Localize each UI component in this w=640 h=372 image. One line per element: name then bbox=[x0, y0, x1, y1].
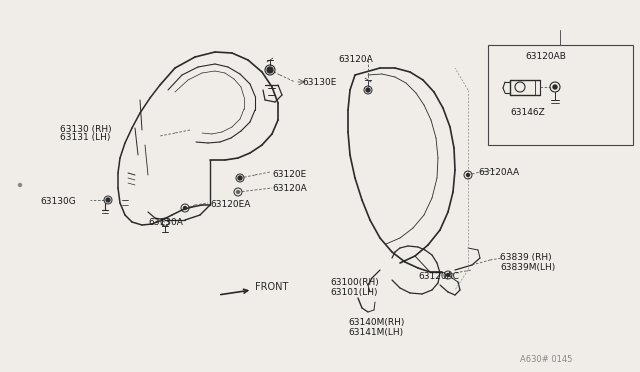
Text: 63839M(LH): 63839M(LH) bbox=[500, 263, 556, 272]
Text: 63120AA: 63120AA bbox=[478, 168, 519, 177]
Text: 63131 (LH): 63131 (LH) bbox=[60, 133, 110, 142]
Text: 63120EA: 63120EA bbox=[210, 200, 250, 209]
Text: A630# 0145: A630# 0145 bbox=[520, 355, 572, 364]
Text: 63839 (RH): 63839 (RH) bbox=[500, 253, 552, 262]
Text: 63101(LH): 63101(LH) bbox=[330, 288, 378, 297]
Circle shape bbox=[447, 273, 449, 276]
Circle shape bbox=[553, 85, 557, 89]
Circle shape bbox=[467, 173, 470, 176]
Circle shape bbox=[238, 176, 242, 180]
Circle shape bbox=[267, 67, 273, 73]
Circle shape bbox=[366, 88, 370, 92]
Text: 63130A: 63130A bbox=[148, 218, 183, 227]
Circle shape bbox=[237, 190, 239, 193]
Text: 63130E: 63130E bbox=[302, 78, 337, 87]
Text: 63120A: 63120A bbox=[338, 55, 372, 64]
Text: 63140M(RH): 63140M(RH) bbox=[348, 318, 404, 327]
Text: 63130 (RH): 63130 (RH) bbox=[60, 125, 111, 134]
Text: 63100(RH): 63100(RH) bbox=[330, 278, 379, 287]
Circle shape bbox=[19, 183, 22, 186]
Text: 63120E: 63120E bbox=[272, 170, 307, 179]
Text: 63141M(LH): 63141M(LH) bbox=[348, 328, 403, 337]
Circle shape bbox=[184, 206, 186, 209]
Circle shape bbox=[106, 198, 110, 202]
Text: 63120A: 63120A bbox=[272, 184, 307, 193]
Text: 63120AC: 63120AC bbox=[418, 272, 459, 281]
Text: 63120AB: 63120AB bbox=[525, 52, 566, 61]
Text: 63130G: 63130G bbox=[40, 197, 76, 206]
Text: 63146Z: 63146Z bbox=[510, 108, 545, 117]
Text: FRONT: FRONT bbox=[221, 282, 289, 295]
